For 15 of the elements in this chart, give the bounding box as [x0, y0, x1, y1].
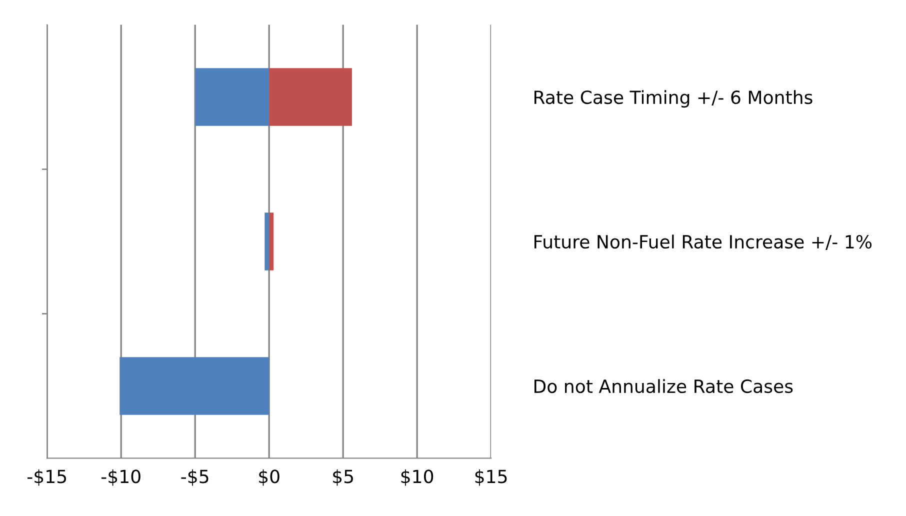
x-tick-label: -$15 — [28, 469, 66, 486]
bar — [195, 68, 270, 126]
bar — [269, 68, 352, 126]
y-tick-label: Do not Annualize Rate Cases — [534, 379, 793, 394]
y-tick-label: Future Non-Fuel Rate Increase +/- 1% — [534, 234, 872, 250]
x-tick-label: $5 — [333, 469, 353, 486]
x-tick-label: $10 — [401, 469, 434, 486]
x-tick-label: $15 — [475, 469, 507, 486]
bar — [264, 212, 270, 270]
bar — [120, 357, 270, 415]
y-tick-label: Rate Case Timing +/- 6 Months — [534, 90, 812, 108]
x-tick-label: -$10 — [101, 469, 140, 486]
x-tick-label: -$5 — [181, 469, 208, 486]
x-tick-label: $0 — [259, 469, 280, 486]
bar — [269, 212, 274, 270]
